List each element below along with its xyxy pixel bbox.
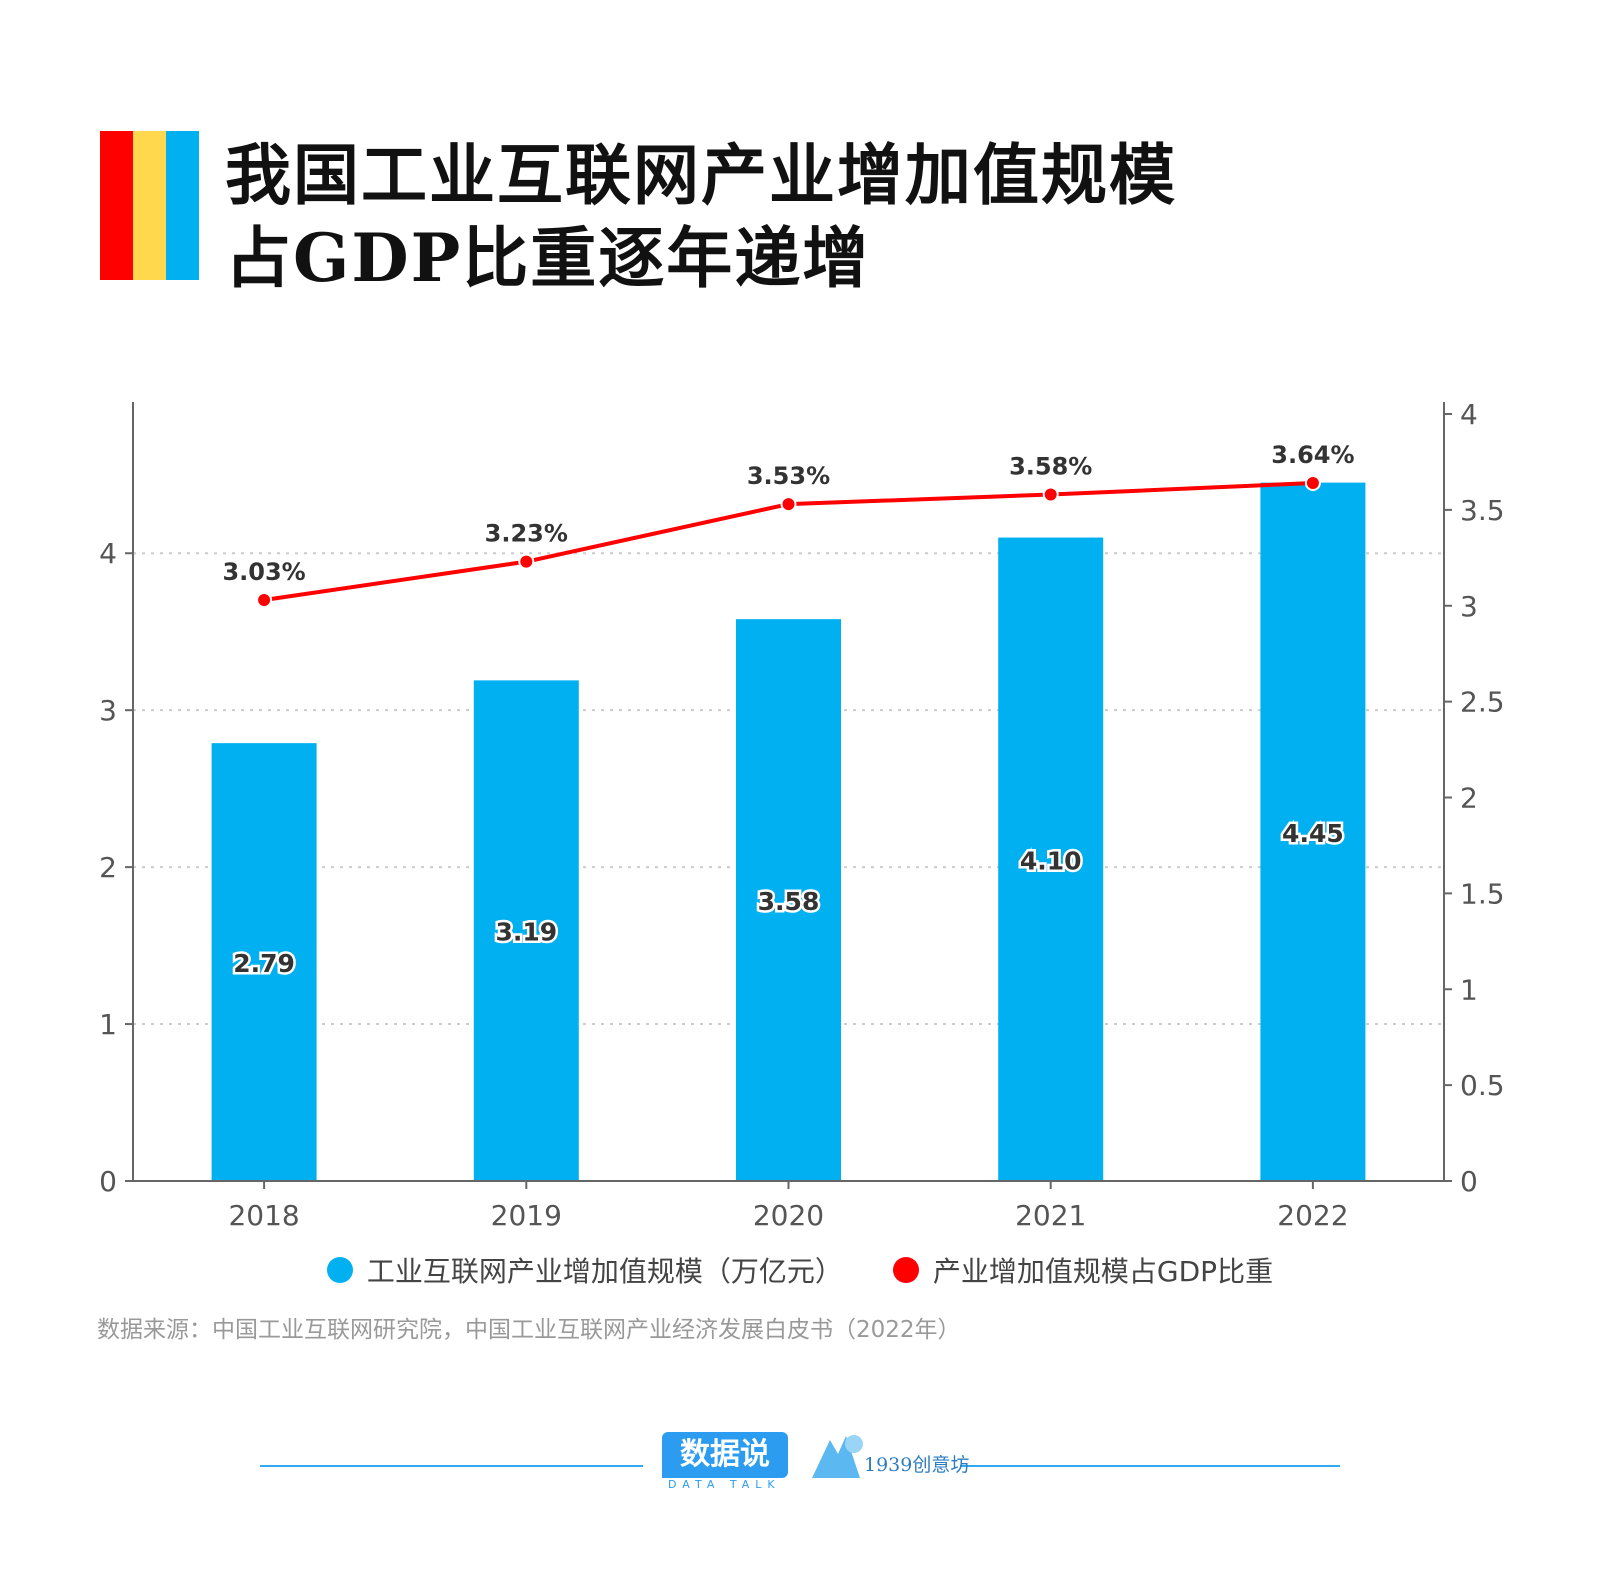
line-value-label: 3.03% [222, 558, 305, 586]
x-tick-label: 2021 [1015, 1199, 1086, 1230]
footer-divider-left [260, 1465, 643, 1467]
logo-1939-chuangyifang: 1939创意坊 [864, 1454, 970, 1476]
x-tick-label: 2020 [753, 1199, 824, 1230]
line-value-label: 3.53% [747, 462, 830, 490]
bar-2022 [1260, 482, 1366, 1181]
logo-datatalk-sub: DATA TALK [668, 1478, 781, 1491]
logo-1939-mountain-icon [812, 1435, 863, 1478]
line-point-2019 [518, 553, 535, 570]
line-point-2022 [1304, 475, 1321, 492]
legend-swatch-red [892, 1257, 919, 1283]
right-tick-label: 0 [1460, 1165, 1478, 1198]
x-tick-label: 2018 [228, 1199, 299, 1230]
legend-item-line: 产业增加值规模占GDP比重 [892, 1250, 1273, 1290]
title-deco-yellow [133, 131, 166, 280]
bar-value-label: 2.79 [233, 949, 295, 978]
right-tick-label: 4 [1460, 398, 1478, 431]
footer-divider-right [960, 1465, 1340, 1467]
left-tick-label: 0 [99, 1165, 117, 1198]
right-tick-label: 1 [1460, 973, 1478, 1006]
left-tick-label: 4 [99, 537, 117, 570]
right-tick-label: 2 [1460, 782, 1478, 815]
bar-value-label: 3.19 [495, 918, 557, 947]
bar-2019 [473, 680, 579, 1181]
bar-value-label: 4.10 [1020, 846, 1082, 875]
title-deco-red [100, 131, 133, 280]
legend-swatch-blue [326, 1257, 353, 1283]
left-tick-label: 3 [99, 694, 117, 727]
x-tick-label: 2022 [1277, 1199, 1348, 1230]
legend: 工业互联网产业增加值规模（万亿元） 产业增加值规模占GDP比重 [0, 1250, 1600, 1290]
source-note: 数据来源：中国工业互联网研究院，中国工业互联网产业经济发展白皮书（2022年） [97, 1317, 961, 1343]
combo-chart: 0 1 2 3 4 0 0.5 1 1.5 2 2.5 3 3.5 4 2.79 3.19 3.58 4.10 4.… [99, 398, 1505, 1230]
right-tick-label: 3 [1460, 590, 1478, 623]
line-value-label: 3.58% [1009, 453, 1092, 481]
x-tick-label: 2019 [491, 1199, 562, 1230]
line-point-2021 [1042, 486, 1059, 503]
bar-2021 [998, 537, 1104, 1181]
right-tick-label: 1.5 [1460, 877, 1505, 910]
bar-2020 [736, 619, 841, 1181]
line-point-2020 [780, 496, 797, 513]
left-tick-label: 2 [99, 851, 117, 884]
bar-value-label: 3.58 [758, 887, 820, 916]
bar-2018 [211, 743, 317, 1181]
right-tick-label: 3.5 [1460, 494, 1505, 527]
left-tick-label: 1 [99, 1008, 117, 1041]
title-line-2: 占GDP比重逐年递增 [225, 205, 877, 301]
right-tick-label: 2.5 [1460, 686, 1505, 719]
bar-value-label: 4.45 [1282, 819, 1344, 848]
line-value-label: 3.23% [485, 520, 568, 548]
legend-item-bar: 工业互联网产业增加值规模（万亿元） [326, 1250, 843, 1290]
title-line-1: 我国工业互联网产业增加值规模 [225, 122, 1183, 218]
line-value-label: 3.64% [1271, 441, 1354, 469]
title-deco-blue [166, 131, 199, 280]
logo-datatalk: 数据说 [662, 1432, 788, 1478]
right-tick-label: 0.5 [1460, 1069, 1505, 1102]
line-point-2018 [256, 591, 273, 608]
